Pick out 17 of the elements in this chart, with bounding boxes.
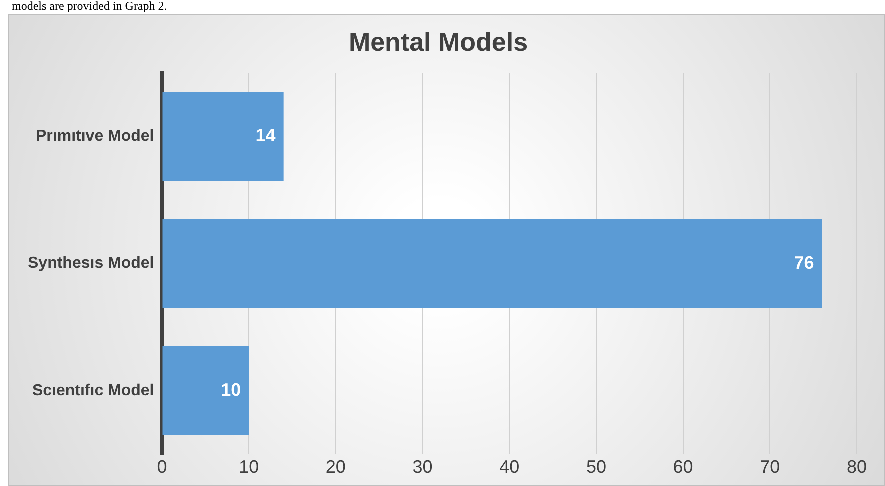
data-label: 10 (221, 380, 242, 400)
text: models are provided in Graph 2. (12, 0, 168, 14)
x-tick-label: 70 (760, 457, 780, 478)
data-label: 76 (794, 252, 814, 273)
x-tick-label: 0 (157, 457, 168, 478)
x-tick-label: 30 (412, 457, 433, 478)
y-tick-label: Prımıtıve Model (36, 128, 154, 146)
x-tick-label: 50 (586, 457, 606, 478)
data-label: 14 (256, 126, 276, 146)
y-tick-label: Synthesıs Model (28, 255, 154, 272)
x-tick-label: 40 (500, 457, 520, 478)
x-tick-label: 20 (326, 457, 346, 478)
chart-title: Mental Models (348, 26, 528, 57)
x-tick-label: 80 (846, 457, 868, 478)
x-tick-label: 60 (673, 457, 694, 478)
x-tick-label: 10 (239, 457, 260, 478)
y-tick-label: Scıentıfıc Model (32, 382, 154, 400)
